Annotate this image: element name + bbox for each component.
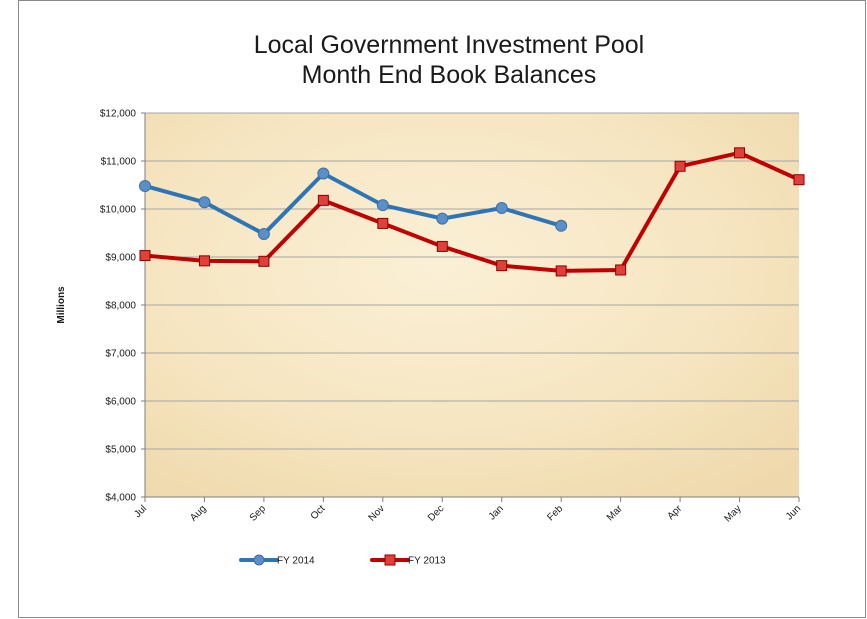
x-tick-label: Sep xyxy=(248,503,269,524)
chart-title-line-1: Local Government Investment Pool xyxy=(254,31,644,59)
data-point-fy-2014 xyxy=(376,199,389,212)
y-tick-label: $8,000 xyxy=(105,301,136,312)
data-point-fy-2013 xyxy=(139,250,151,262)
data-point-fy-2013 xyxy=(198,255,210,267)
x-tick-label: Nov xyxy=(367,503,387,523)
y-axis-title: Millions xyxy=(56,286,67,324)
x-tick-label: Jul xyxy=(132,503,149,520)
x-tick-label: Jun xyxy=(784,503,803,522)
x-tick-label: Feb xyxy=(545,503,565,523)
data-point-fy-2013 xyxy=(793,174,805,186)
data-point-fy-2014 xyxy=(436,212,449,225)
y-tick-label: $12,000 xyxy=(100,109,137,120)
x-tick-label: Dec xyxy=(426,503,446,523)
legend-marker-fy-2013 xyxy=(384,554,396,566)
data-point-fy-2014 xyxy=(495,202,508,215)
x-tick-label: May xyxy=(723,503,744,524)
series-line-fy-2014 xyxy=(143,171,564,236)
legend-marker-fy-2014 xyxy=(253,554,265,566)
y-tick-label: $11,000 xyxy=(101,157,137,168)
data-point-fy-2014 xyxy=(257,227,270,240)
data-point-fy-2013 xyxy=(496,260,508,272)
data-point-fy-2013 xyxy=(436,240,448,252)
grid-layer xyxy=(145,112,799,450)
data-point-fy-2013 xyxy=(377,217,389,229)
y-tick-label: $7,000 xyxy=(105,349,136,360)
series-line-fy-2013 xyxy=(143,150,801,273)
legend-label-fy-2014: FY 2014 xyxy=(277,556,315,567)
y-tick-label: $10,000 xyxy=(100,205,137,216)
data-point-fy-2013 xyxy=(674,160,686,172)
x-tick-label: Aug xyxy=(188,503,208,523)
data-point-fy-2013 xyxy=(734,147,746,159)
chart-frame: Local Government Investment Pool Month E… xyxy=(18,0,866,618)
data-point-fy-2013 xyxy=(615,264,627,276)
y-tick-label: $6,000 xyxy=(105,397,136,408)
data-point-fy-2014 xyxy=(555,219,568,232)
x-tick-label: Mar xyxy=(605,503,625,523)
data-point-fy-2013 xyxy=(258,255,270,267)
data-point-fy-2014 xyxy=(139,179,151,192)
x-tick-label: Oct xyxy=(309,503,328,522)
legend: FY 2014 FY 2013 xyxy=(239,554,446,567)
y-tick-label: $4,000 xyxy=(105,493,136,504)
legend-label-fy-2013: FY 2013 xyxy=(408,556,446,567)
y-tick-label: $5,000 xyxy=(105,445,136,456)
data-point-fy-2014 xyxy=(317,167,330,180)
data-point-fy-2013 xyxy=(555,265,567,277)
y-tick-label: $9,000 xyxy=(105,253,136,264)
x-tick-label: Jan xyxy=(487,503,506,522)
data-point-fy-2014 xyxy=(198,196,211,209)
data-point-fy-2013 xyxy=(317,194,329,206)
x-tick-label: Apr xyxy=(665,503,684,522)
chart-title-line-2: Month End Book Balances xyxy=(302,61,597,89)
series-layer xyxy=(139,147,805,277)
chart-svg: Local Government Investment Pool Month E… xyxy=(56,31,805,567)
